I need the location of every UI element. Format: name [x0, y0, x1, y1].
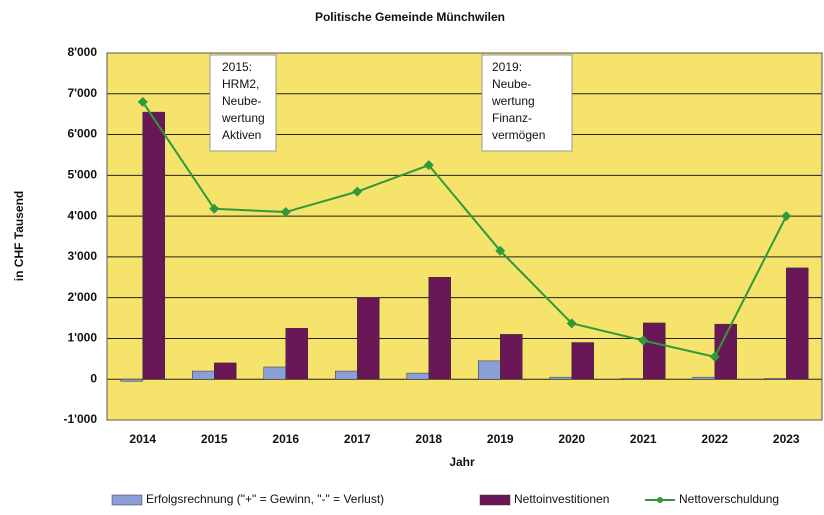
annotation-text: vermögen — [492, 128, 545, 142]
annotation-box — [481, 54, 573, 152]
annotation-text: HRM2, — [222, 77, 259, 91]
y-tick-label: 2'000 — [67, 290, 97, 304]
x-tick-label: 2020 — [558, 432, 585, 446]
y-tick-label: 7'000 — [67, 86, 97, 100]
annotation-text: 2015: — [222, 60, 252, 74]
bar — [142, 111, 165, 380]
y-tick-label: 0 — [90, 371, 97, 385]
annotation-text: Neube- — [222, 94, 261, 108]
annotation-text: wertung — [221, 111, 265, 125]
line-point — [781, 211, 792, 222]
chart-title: Politische Gemeinde Münchwilen — [315, 10, 505, 24]
x-tick-label: 2014 — [129, 432, 156, 446]
bar — [428, 277, 451, 380]
legend-label: Nettoinvestitionen — [514, 492, 609, 506]
bar — [120, 378, 143, 382]
legend-label: Nettoverschuldung — [679, 492, 779, 506]
x-tick-label: 2017 — [344, 432, 371, 446]
x-tick-label: 2015 — [201, 432, 228, 446]
bar — [643, 322, 666, 380]
annotation-text: Aktiven — [222, 128, 261, 142]
x-axis-label: Jahr — [449, 455, 475, 469]
bar — [357, 297, 380, 380]
y-tick-label: 4'000 — [67, 208, 97, 222]
bar — [714, 323, 737, 380]
line-point — [423, 160, 434, 171]
bar — [786, 267, 809, 380]
line-point — [566, 318, 577, 329]
line-point — [352, 186, 363, 197]
bar — [500, 334, 523, 380]
x-tick-label: 2019 — [487, 432, 514, 446]
annotation-box — [209, 54, 277, 152]
bar — [692, 376, 715, 380]
y-tick-label: -1'000 — [63, 412, 97, 426]
legend-label: Erfolgsrechnung ("+" = Gewinn, "-" = Ver… — [146, 492, 384, 506]
y-tick-label: 5'000 — [67, 168, 97, 182]
annotation-text: Finanz- — [492, 111, 532, 125]
bar — [406, 372, 429, 380]
y-tick-label: 3'000 — [67, 249, 97, 263]
x-tick-label: 2021 — [630, 432, 657, 446]
legend-swatch — [111, 494, 143, 506]
x-tick-label: 2022 — [701, 432, 728, 446]
bar — [764, 378, 787, 380]
line-point — [280, 207, 291, 218]
bar — [571, 342, 594, 380]
line-point — [209, 203, 220, 214]
annotation-text: 2019: — [492, 60, 522, 74]
bar — [214, 362, 237, 380]
plot-border — [106, 52, 823, 421]
bar — [263, 366, 286, 380]
x-tick-label: 2023 — [773, 432, 800, 446]
y-axis-label: in CHF Tausend — [12, 191, 26, 281]
line-point — [638, 335, 649, 346]
y-tick-label: 1'000 — [67, 331, 97, 345]
bar — [549, 376, 572, 380]
line-point — [709, 351, 720, 362]
bar — [478, 360, 501, 380]
legend-swatch — [479, 494, 511, 506]
bar — [285, 328, 308, 380]
line-point — [495, 245, 506, 256]
line — [141, 101, 788, 358]
x-tick-label: 2018 — [415, 432, 442, 446]
legend-marker — [657, 497, 663, 503]
annotation-text: wertung — [491, 94, 535, 108]
bar — [335, 370, 358, 380]
y-tick-label: 6'000 — [67, 127, 97, 141]
line-point — [137, 96, 148, 107]
bar — [192, 370, 215, 380]
x-tick-label: 2016 — [272, 432, 299, 446]
bar — [621, 378, 644, 380]
annotation-text: Neube- — [492, 77, 531, 91]
y-tick-label: 8'000 — [67, 45, 97, 59]
